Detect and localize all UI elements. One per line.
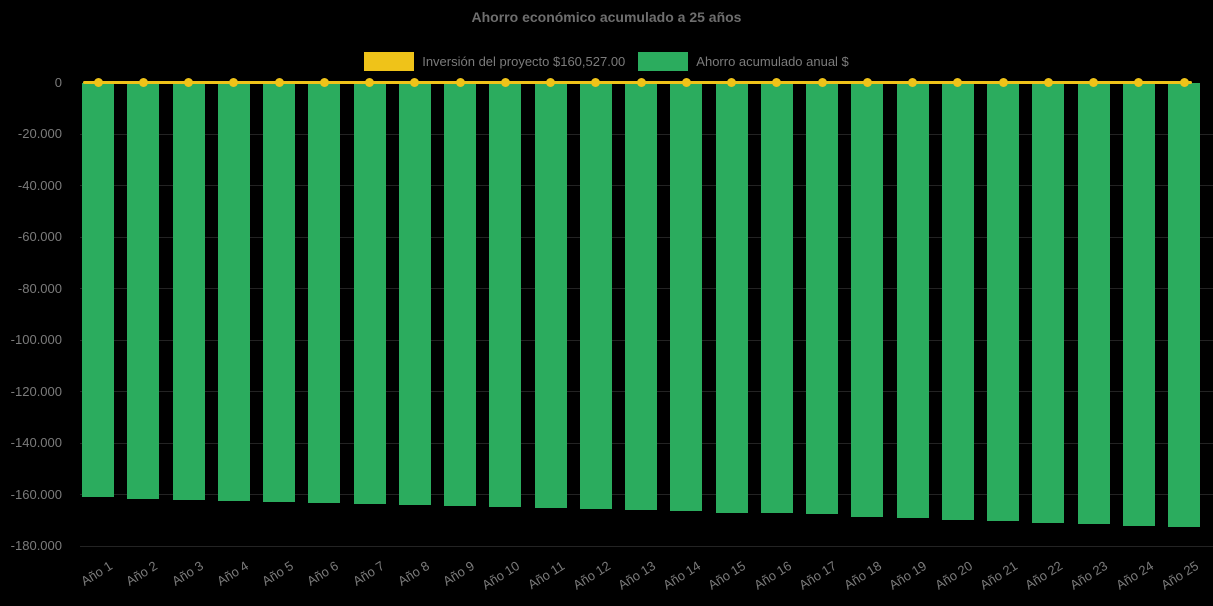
- bar-año-9[interactable]: [444, 83, 476, 506]
- gridline: [80, 545, 1213, 547]
- line-marker[interactable]: [319, 78, 329, 87]
- y-tick-label: -20.000: [17, 126, 62, 141]
- x-tick-label: Año 2: [123, 558, 161, 589]
- y-tick-label: -40.000: [17, 177, 62, 193]
- line-marker[interactable]: [1043, 78, 1053, 87]
- legend-label-investment: Inversión del proyecto $160,527.00: [422, 54, 626, 69]
- line-marker[interactable]: [591, 78, 601, 87]
- bar-año-23[interactable]: [1077, 83, 1110, 524]
- x-tick-label: Año 24: [1112, 558, 1156, 593]
- bar-año-21[interactable]: [987, 83, 1019, 521]
- x-tick-label: Año 14: [660, 558, 704, 593]
- x-tick-label: Año 22: [1022, 558, 1066, 593]
- x-tick-label: Año 16: [750, 558, 794, 593]
- x-tick-label: Año 13: [615, 558, 658, 593]
- bar-año-5[interactable]: [263, 83, 295, 502]
- x-tick-label: Año 23: [1067, 558, 1111, 593]
- x-tick-label: Año 4: [213, 558, 251, 589]
- bar-año-15[interactable]: [715, 83, 748, 513]
- x-tick-label: Año 18: [841, 558, 885, 593]
- legend-label-savings: Ahorro acumulado anual $: [696, 54, 849, 69]
- bar-año-7[interactable]: [353, 83, 386, 504]
- line-marker[interactable]: [953, 78, 963, 87]
- x-tick-label: Año 19: [886, 558, 930, 593]
- legend-swatch-savings-icon: [638, 52, 689, 71]
- bar-año-22[interactable]: [1032, 83, 1065, 523]
- line-marker[interactable]: [365, 78, 374, 87]
- bar-año-10[interactable]: [489, 83, 522, 507]
- line-marker[interactable]: [500, 78, 510, 87]
- bar-año-24[interactable]: [1122, 83, 1155, 526]
- legend-item-investment[interactable]: Inversión del proyecto $160,527.00: [364, 52, 625, 71]
- bar-año-3[interactable]: [172, 83, 205, 501]
- line-marker[interactable]: [908, 78, 917, 87]
- x-tick-label: Año 20: [931, 558, 975, 593]
- y-tick-label: 0: [54, 74, 62, 90]
- y-tick-label: -100.000: [10, 332, 62, 347]
- line-marker[interactable]: [184, 78, 193, 87]
- line-marker[interactable]: [229, 78, 239, 87]
- line-marker[interactable]: [862, 78, 872, 87]
- line-marker[interactable]: [455, 78, 465, 87]
- line-marker[interactable]: [546, 78, 555, 87]
- legend-item-savings[interactable]: Ahorro acumulado anual $: [638, 52, 849, 71]
- bar-año-2[interactable]: [127, 83, 160, 500]
- x-tick-label: Año 9: [440, 558, 477, 589]
- line-marker[interactable]: [772, 78, 782, 87]
- x-tick-label: Año 6: [304, 558, 342, 589]
- bar-año-8[interactable]: [398, 83, 431, 505]
- x-tick-label: Año 5: [259, 558, 296, 589]
- bar-año-17[interactable]: [806, 83, 838, 515]
- chart-title: Ahorro económico acumulado a 25 años: [471, 9, 742, 25]
- legend-swatch-investment-icon: [364, 52, 415, 71]
- y-tick-label: -140.000: [10, 435, 62, 450]
- x-tick-label: Año 8: [394, 558, 432, 589]
- x-tick-label: Año 21: [977, 558, 1020, 593]
- bar-año-20[interactable]: [941, 83, 974, 520]
- bar-año-12[interactable]: [579, 83, 612, 509]
- line-marker[interactable]: [93, 78, 103, 87]
- bar-año-25[interactable]: [1168, 83, 1200, 527]
- bar-año-18[interactable]: [851, 83, 884, 517]
- y-tick-label: -180.000: [10, 538, 62, 553]
- y-tick-label: -120.000: [10, 383, 62, 399]
- x-tick-label: Año 1: [78, 558, 115, 589]
- x-tick-label: Año 10: [479, 558, 523, 593]
- chart-legend: Inversión del proyecto $160,527.00 Ahorr…: [0, 52, 1213, 71]
- line-marker[interactable]: [817, 78, 827, 87]
- bar-año-19[interactable]: [896, 83, 929, 519]
- line-marker[interactable]: [1134, 78, 1144, 87]
- x-tick-label: Año 25: [1158, 558, 1201, 593]
- line-marker[interactable]: [1179, 78, 1189, 87]
- line-marker[interactable]: [636, 78, 646, 87]
- y-tick-label: -80.000: [17, 280, 62, 296]
- line-marker[interactable]: [138, 78, 148, 87]
- line-marker[interactable]: [274, 78, 284, 87]
- x-tick-label: Año 17: [796, 558, 839, 593]
- x-tick-label: Año 15: [705, 558, 749, 593]
- x-tick-label: Año 7: [349, 558, 387, 589]
- line-marker[interactable]: [1089, 78, 1098, 87]
- y-tick-label: -60.000: [17, 229, 62, 244]
- x-tick-label: Año 11: [525, 558, 568, 593]
- y-tick-label: -160.000: [10, 486, 62, 502]
- bar-año-1[interactable]: [82, 83, 114, 498]
- bar-año-11[interactable]: [534, 83, 567, 508]
- x-tick-label: Año 12: [569, 558, 613, 593]
- line-marker[interactable]: [727, 78, 736, 87]
- bar-año-4[interactable]: [217, 83, 250, 501]
- line-marker[interactable]: [998, 78, 1008, 87]
- line-marker[interactable]: [410, 78, 420, 87]
- line-marker[interactable]: [681, 78, 691, 87]
- bar-año-16[interactable]: [760, 83, 793, 514]
- bar-año-14[interactable]: [670, 83, 703, 512]
- x-tick-label: Año 3: [168, 558, 206, 589]
- bar-año-6[interactable]: [308, 83, 341, 503]
- bar-año-13[interactable]: [625, 83, 657, 510]
